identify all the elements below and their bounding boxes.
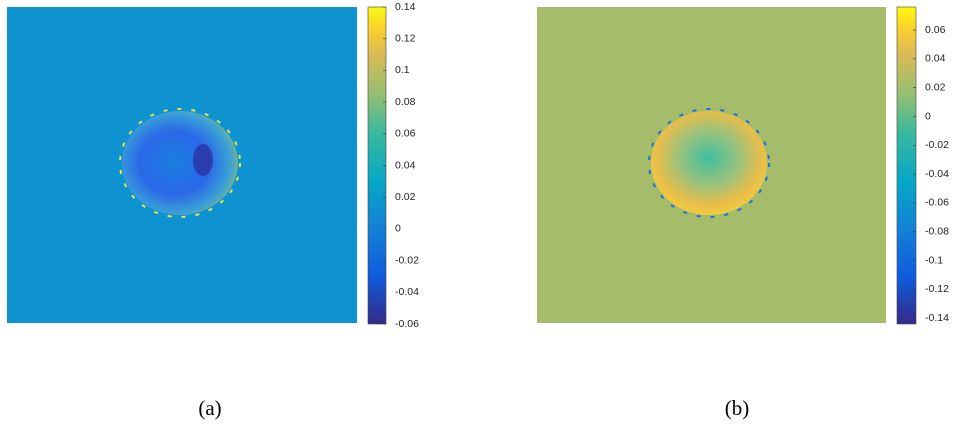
colorbar-tick-label: -0.02	[395, 254, 419, 266]
colorbar-tick-label: -0.04	[395, 286, 419, 298]
colorbar-tick-label: -0.08	[925, 226, 949, 238]
colorbar-tick-label: 0.04	[925, 53, 946, 65]
panel-caption: (a)	[198, 396, 221, 420]
heatmap-blob	[651, 111, 767, 215]
heatmap-ring	[119, 108, 241, 218]
colorbar-tick-label: 0.06	[925, 24, 946, 36]
heatmap-blob	[122, 111, 238, 215]
colorbar-tick-label: -0.14	[925, 312, 949, 324]
colorbar-tick-label: 0.02	[395, 191, 416, 203]
colorbar-tick-label: 0.1	[395, 64, 410, 76]
colorbar-tick-label: -0.1	[925, 254, 943, 266]
colorbar-tick-label: 0.14	[395, 1, 416, 13]
colorbar	[896, 6, 917, 325]
colorbar-tick-label: 0.04	[395, 159, 416, 171]
colorbar-tick-label: 0	[395, 223, 401, 235]
colorbar-tick-label: -0.04	[925, 168, 949, 180]
colorbar-tick-label: 0.02	[925, 81, 946, 93]
colorbar-tick-label: 0.06	[395, 128, 416, 140]
colorbar-tick-label: -0.02	[925, 139, 949, 151]
colorbar-tick-label: 0	[925, 110, 931, 122]
colorbar-tick-label: 0.12	[395, 32, 416, 44]
colorbar-tick-label: 0.08	[395, 96, 416, 108]
colorbar-tick-label: -0.06	[395, 318, 419, 330]
colorbar-tick-label: -0.06	[925, 197, 949, 209]
colorbar-tick-label: -0.12	[925, 283, 949, 295]
panel-caption: (b)	[725, 396, 750, 420]
heatmap-ring	[648, 108, 770, 218]
heatmap-blob	[193, 144, 213, 176]
